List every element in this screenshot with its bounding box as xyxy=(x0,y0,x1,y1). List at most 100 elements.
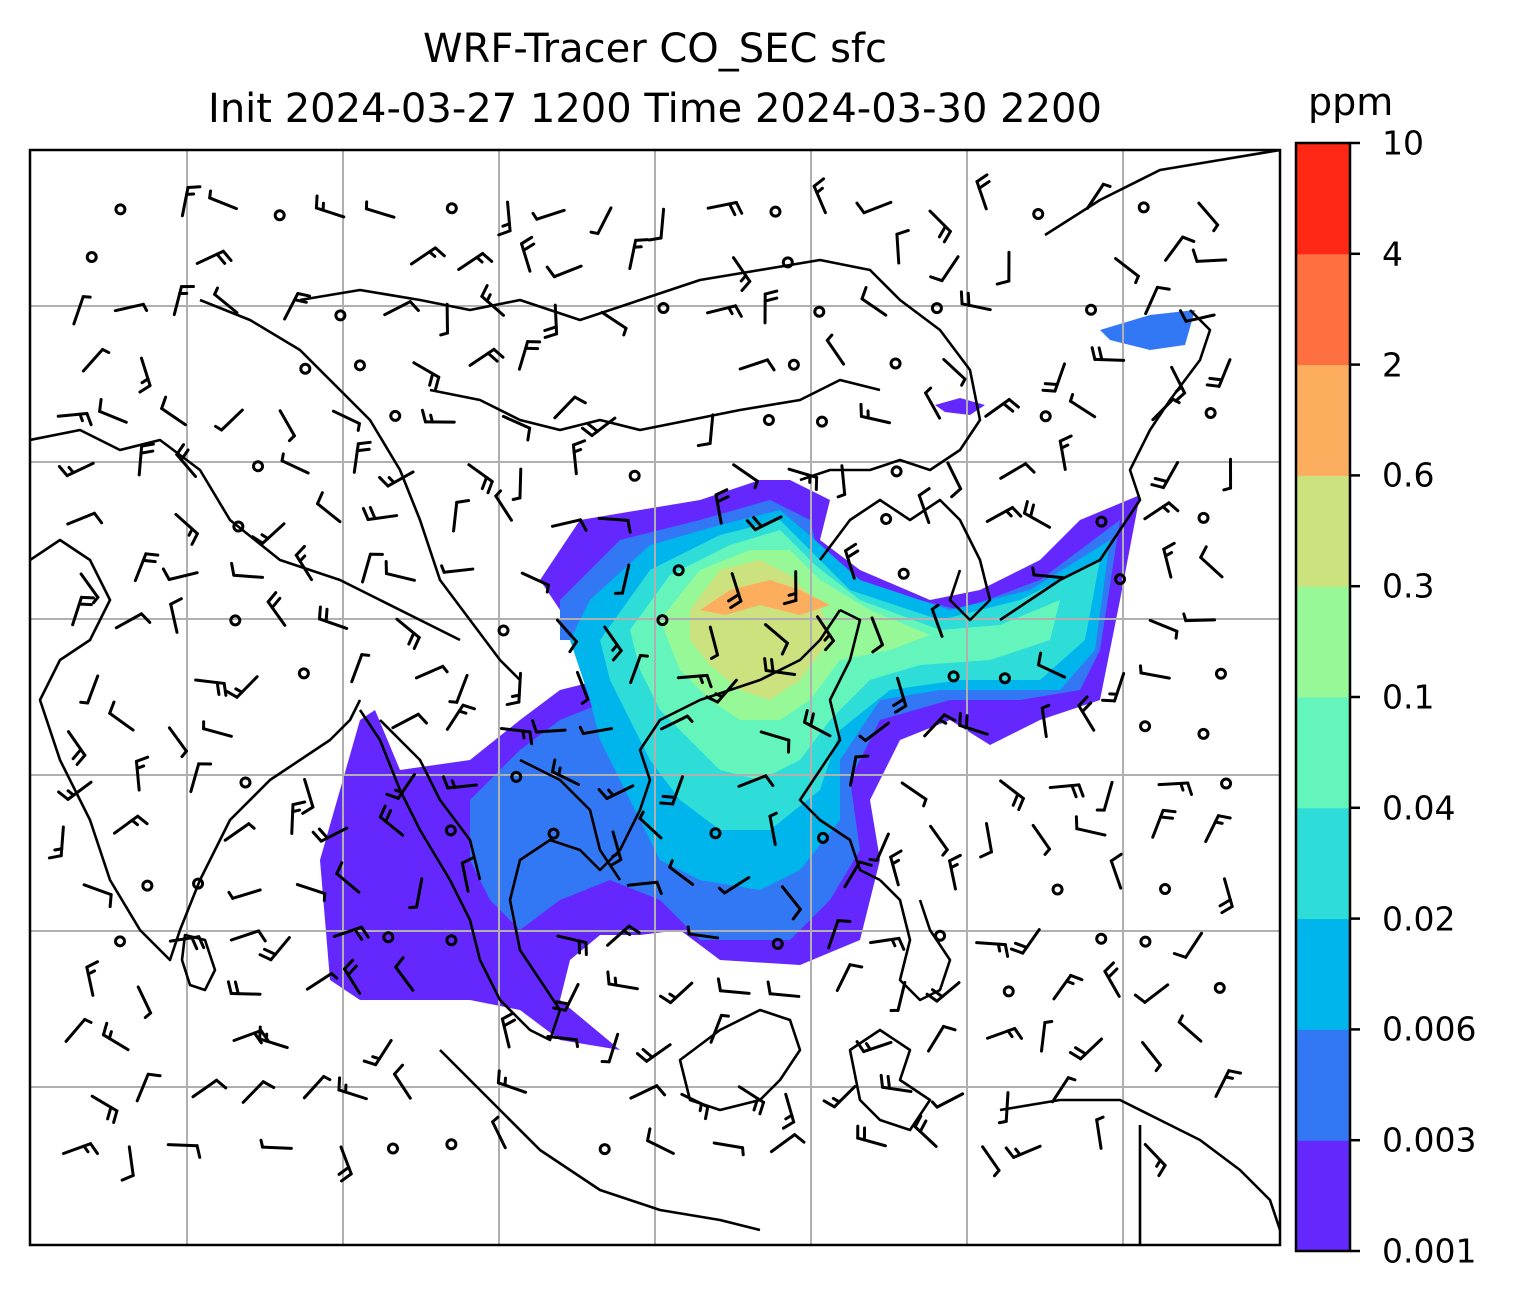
wind-barb xyxy=(295,883,327,903)
colorbar-unit-label: ppm xyxy=(1308,80,1394,124)
barb-flag xyxy=(1174,385,1183,393)
barb-shaft xyxy=(66,780,93,801)
wind-barb xyxy=(889,849,903,887)
wind-barb xyxy=(412,361,441,391)
calm-wind-circle xyxy=(497,624,510,637)
colorbar-tick-label: 10 xyxy=(1382,123,1424,163)
barb-flag xyxy=(823,633,832,642)
barb-flag xyxy=(734,304,743,318)
barb-flag xyxy=(140,442,155,448)
barb-flag xyxy=(545,583,550,594)
field-level-10 xyxy=(935,398,985,415)
barb-flag xyxy=(703,1105,710,1121)
barb-flag xyxy=(766,980,772,996)
barb-shaft xyxy=(1048,783,1081,790)
barb-flag xyxy=(511,496,522,501)
barb-flag xyxy=(1080,701,1093,714)
wind-barb xyxy=(1002,985,1015,998)
border-central-asia xyxy=(30,428,461,642)
calm-wind-circle xyxy=(897,567,910,580)
wind-barb xyxy=(543,303,559,339)
wind-barb xyxy=(227,888,262,900)
barb-flag xyxy=(1218,898,1232,908)
wind-barb xyxy=(946,461,963,499)
barb-shaft xyxy=(712,1141,745,1150)
barb-flag xyxy=(394,956,405,969)
barb-flag xyxy=(450,779,457,789)
coastline-sri-lanka xyxy=(180,933,217,992)
barb-flag xyxy=(1004,1146,1016,1159)
barb-shaft xyxy=(835,963,852,993)
barb-shaft xyxy=(208,196,238,211)
barb-flag xyxy=(291,808,302,814)
wind-barb xyxy=(1039,410,1052,423)
barb-flag xyxy=(655,1084,667,1097)
barb-flag xyxy=(1172,951,1188,959)
calm-wind-circle xyxy=(85,251,98,264)
barb-flag xyxy=(858,860,873,867)
barb-flag xyxy=(494,489,503,498)
barb-flag xyxy=(497,229,512,237)
barb-shaft xyxy=(1197,201,1220,227)
barb-shaft xyxy=(139,356,152,388)
calm-wind-circle xyxy=(334,309,347,322)
barb-shaft xyxy=(280,459,310,475)
barb-shaft xyxy=(467,463,494,484)
barb-flag xyxy=(1212,223,1220,233)
barb-shaft xyxy=(803,720,832,738)
wind-barb xyxy=(85,960,100,997)
barb-flag xyxy=(580,426,594,438)
wind-barb xyxy=(930,1092,965,1109)
barb-flag xyxy=(318,605,322,621)
barb-shaft xyxy=(660,714,689,731)
barb-shaft xyxy=(64,1017,87,1043)
barb-shaft xyxy=(496,1081,528,1094)
barb-shaft xyxy=(780,885,802,911)
barb-shaft xyxy=(452,500,459,533)
calm-wind-circle xyxy=(1139,720,1152,733)
wind-barb xyxy=(213,286,239,315)
barb-flag xyxy=(335,861,344,876)
barb-shaft xyxy=(1039,1020,1047,1053)
barb-flag xyxy=(758,1100,766,1116)
barb-flag xyxy=(938,718,948,725)
calm-wind-circle xyxy=(1085,303,1098,316)
calm-wind-circle xyxy=(444,824,457,837)
barb-flag xyxy=(337,1165,351,1176)
barb-flag xyxy=(825,333,834,342)
wind-barb xyxy=(445,703,476,731)
wind-barb xyxy=(787,467,819,491)
barb-flag xyxy=(342,958,355,971)
barb-flag xyxy=(996,942,1002,953)
barb-shaft xyxy=(986,1027,1017,1040)
barb-flag xyxy=(740,279,752,293)
barb-shaft xyxy=(302,1074,326,1100)
calm-wind-circle xyxy=(1197,727,1210,740)
barb-flag xyxy=(768,811,778,818)
barb-flag xyxy=(179,448,190,462)
wind-barb xyxy=(934,929,947,942)
barb-flag xyxy=(360,653,371,657)
wind-barb xyxy=(844,542,860,580)
wind-barb xyxy=(668,859,695,886)
barb-flag xyxy=(658,994,673,1005)
barb-shaft xyxy=(1021,928,1041,955)
barb-flag xyxy=(1155,1158,1162,1168)
barb-flag xyxy=(809,712,815,728)
barb-flag xyxy=(964,714,969,730)
barb-flag xyxy=(892,697,906,707)
barb-flag xyxy=(337,1076,342,1092)
wind-barb xyxy=(889,357,902,370)
barb-flag xyxy=(960,377,967,387)
barb-flag xyxy=(441,775,450,790)
wind-barb xyxy=(959,290,992,312)
wind-barb xyxy=(984,397,1020,418)
barb-shaft xyxy=(708,413,715,446)
barb-flag xyxy=(543,332,559,339)
wind-barb xyxy=(301,777,315,815)
wind-barb xyxy=(868,832,890,862)
barb-flag xyxy=(251,535,265,545)
wind-barb xyxy=(552,982,580,1012)
calm-wind-circle xyxy=(252,460,265,473)
wind-barb xyxy=(384,560,416,582)
